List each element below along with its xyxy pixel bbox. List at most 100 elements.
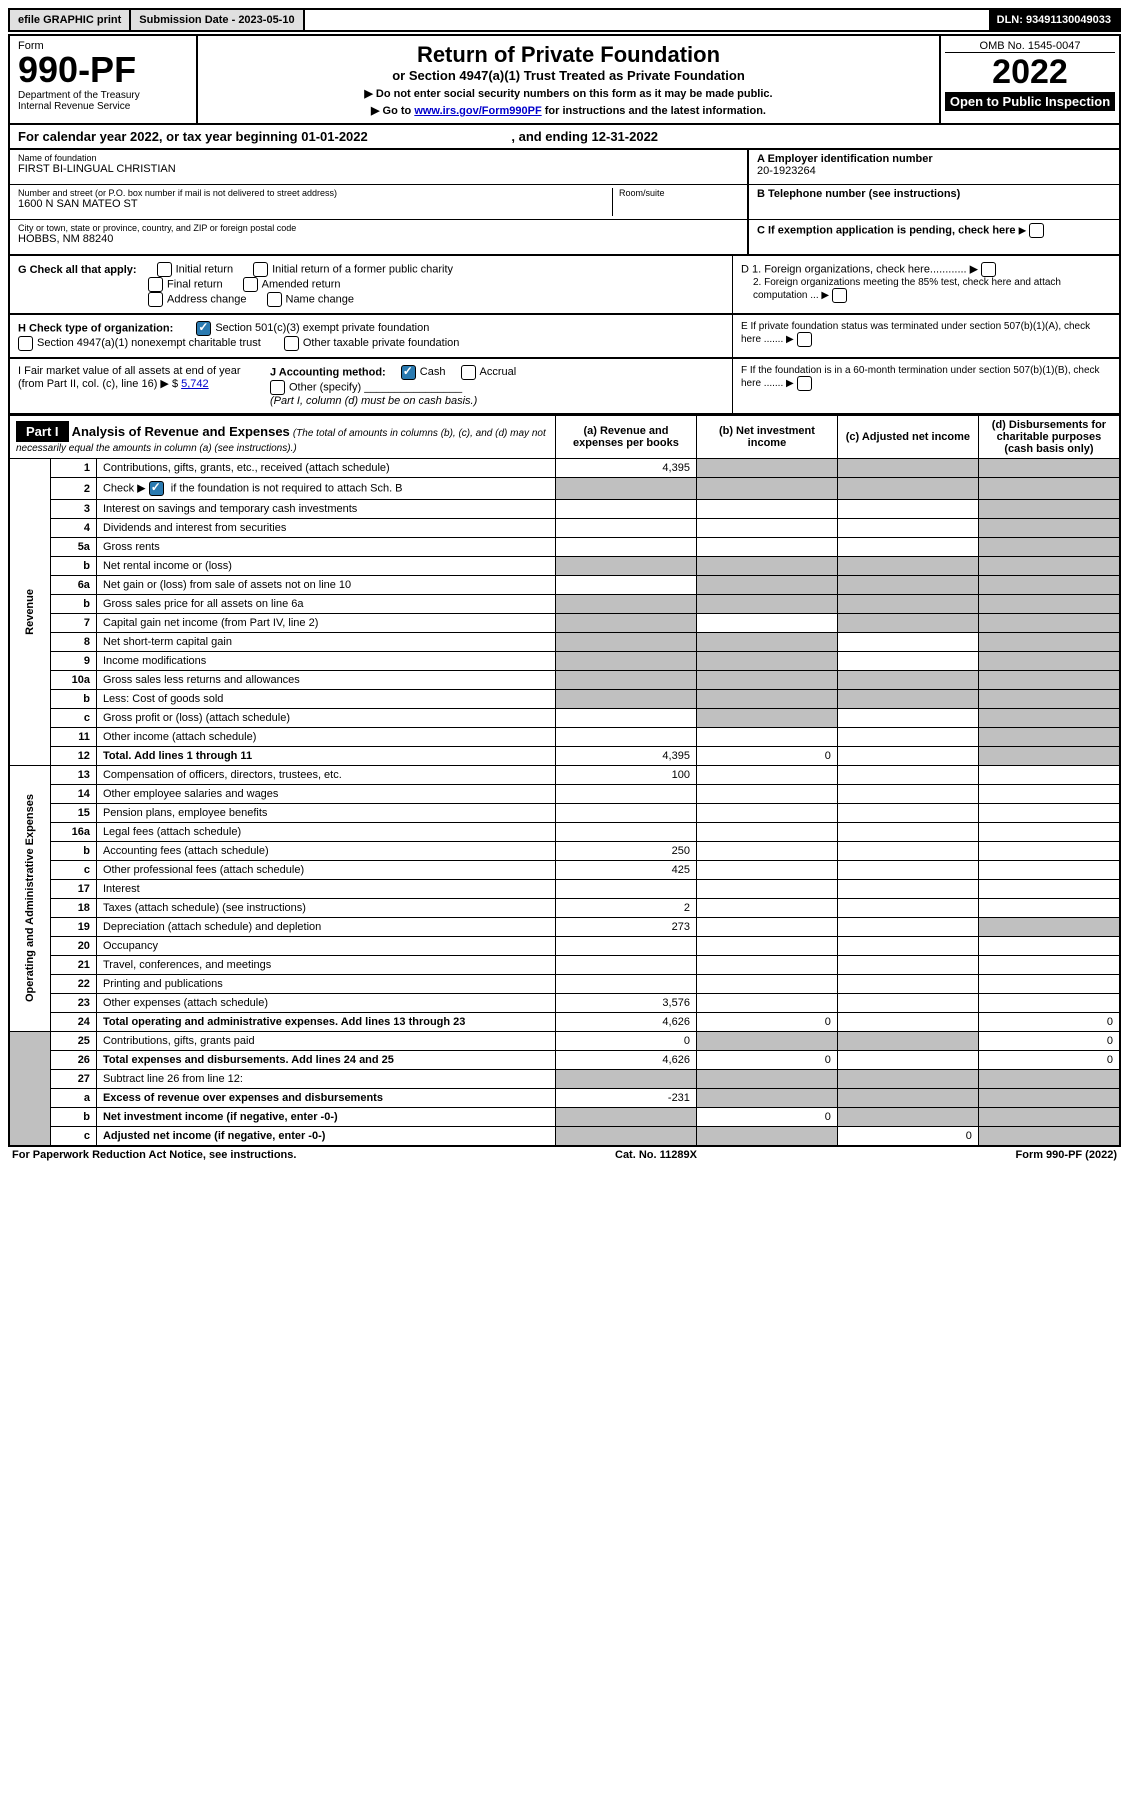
ein-value: 20-1923264	[757, 165, 1111, 177]
form-number: 990-PF	[18, 52, 188, 88]
r24d: Total operating and administrative expen…	[96, 1013, 555, 1032]
omb-number: OMB No. 1545-0047	[945, 40, 1115, 53]
cb-d2[interactable]	[832, 288, 847, 303]
dept-treasury: Department of the Treasury	[18, 90, 188, 101]
r14d: Other employee salaries and wages	[96, 785, 555, 804]
cb-d1[interactable]	[981, 262, 996, 277]
r25d: Contributions, gifts, grants paid	[96, 1032, 555, 1051]
d1-label: D 1. Foreign organizations, check here..…	[741, 263, 967, 275]
cal-prefix: For calendar year 2022, or tax year begi…	[18, 129, 301, 144]
lbl-address: Address change	[167, 293, 247, 305]
r24dcol: 0	[978, 1013, 1120, 1032]
exempt-checkbox[interactable]	[1029, 223, 1044, 238]
cb-address[interactable]	[148, 292, 163, 307]
r25dcol: 0	[978, 1032, 1120, 1051]
room-label: Room/suite	[619, 188, 739, 198]
r24n: 24	[51, 1013, 97, 1032]
r12b: 0	[696, 747, 837, 766]
instr2-prefix: ▶ Go to	[371, 105, 414, 117]
top-bar: efile GRAPHIC print Submission Date - 20…	[8, 8, 1121, 32]
tax-year: 2022	[945, 53, 1115, 92]
r3d: Interest on savings and temporary cash i…	[96, 500, 555, 519]
r12a: 4,395	[555, 747, 696, 766]
r11d: Other income (attach schedule)	[96, 728, 555, 747]
fmv-link[interactable]: 5,742	[181, 378, 209, 390]
r10cn: c	[51, 709, 97, 728]
open-inspection: Open to Public Inspection	[945, 92, 1115, 111]
phone-label: B Telephone number (see instructions)	[757, 188, 1111, 200]
ein-label: A Employer identification number	[757, 153, 1111, 165]
r10bn: b	[51, 690, 97, 709]
r10ad: Gross sales less returns and allowances	[96, 671, 555, 690]
irs-link[interactable]: www.irs.gov/Form990PF	[414, 105, 541, 117]
identity-grid: Name of foundation FIRST BI-LINGUAL CHRI…	[8, 150, 1121, 256]
r27n: 27	[51, 1070, 97, 1089]
cb-accrual[interactable]	[461, 365, 476, 380]
efile-print-button[interactable]: efile GRAPHIC print	[10, 10, 131, 30]
r9n: 9	[51, 652, 97, 671]
cb-other-tax[interactable]	[284, 336, 299, 351]
r11n: 11	[51, 728, 97, 747]
r17n: 17	[51, 880, 97, 899]
r18a: 2	[555, 899, 696, 918]
r5ad: Gross rents	[96, 538, 555, 557]
r17d: Interest	[96, 880, 555, 899]
footer-right: Form 990-PF (2022)	[1016, 1149, 1117, 1161]
col-a-header: (a) Revenue and expenses per books	[555, 416, 696, 459]
col-b-header: (b) Net investment income	[696, 416, 837, 459]
r27cn: c	[51, 1127, 97, 1147]
r14n: 14	[51, 785, 97, 804]
row1-a: 4,395	[555, 459, 696, 478]
cb-final[interactable]	[148, 277, 163, 292]
r13d: Compensation of officers, directors, tru…	[96, 766, 555, 785]
cb-initial-former[interactable]	[253, 262, 268, 277]
r16ba: 250	[555, 842, 696, 861]
cb-amended[interactable]	[243, 277, 258, 292]
cb-f[interactable]	[797, 376, 812, 391]
r16ad: Legal fees (attach schedule)	[96, 823, 555, 842]
part1-table: Part I Analysis of Revenue and Expenses …	[8, 415, 1121, 1147]
r6an: 6a	[51, 576, 97, 595]
cb-4947[interactable]	[18, 336, 33, 351]
r18n: 18	[51, 899, 97, 918]
row2-suffix: if the foundation is not required to att…	[171, 482, 403, 494]
row2-num: 2	[51, 478, 97, 500]
r27an: a	[51, 1089, 97, 1108]
row2-prefix: Check ▶	[103, 482, 146, 494]
r23a: 3,576	[555, 994, 696, 1013]
r3n: 3	[51, 500, 97, 519]
cb-initial[interactable]	[157, 262, 172, 277]
r8n: 8	[51, 633, 97, 652]
cb-namechange[interactable]	[267, 292, 282, 307]
r25n: 25	[51, 1032, 97, 1051]
cal-mid: , and ending	[511, 129, 591, 144]
expenses-label: Operating and Administrative Expenses	[24, 794, 36, 1002]
r16cn: c	[51, 861, 97, 880]
j-label: J Accounting method:	[270, 366, 386, 378]
lbl-501c3: Section 501(c)(3) exempt private foundat…	[215, 322, 429, 334]
cb-501c3[interactable]	[196, 321, 211, 336]
r16cd: Other professional fees (attach schedule…	[96, 861, 555, 880]
r26d: Total expenses and disbursements. Add li…	[96, 1051, 555, 1070]
cb-cash[interactable]	[401, 365, 416, 380]
r4d: Dividends and interest from securities	[96, 519, 555, 538]
cb-e[interactable]	[797, 332, 812, 347]
cb-other-method[interactable]	[270, 380, 285, 395]
r27d: Subtract line 26 from line 12:	[96, 1070, 555, 1089]
r16bd: Accounting fees (attach schedule)	[96, 842, 555, 861]
col-c-header: (c) Adjusted net income	[837, 416, 978, 459]
foundation-name: FIRST BI-LINGUAL CHRISTIAN	[18, 163, 739, 175]
part1-title: Analysis of Revenue and Expenses	[72, 424, 290, 439]
name-label: Name of foundation	[18, 153, 739, 163]
exempt-label: C If exemption application is pending, c…	[757, 224, 1016, 236]
lbl-accrual: Accrual	[480, 366, 517, 378]
instr2-suffix: for instructions and the latest informat…	[545, 105, 766, 117]
r5bd: Net rental income or (loss)	[96, 557, 555, 576]
r16bn: b	[51, 842, 97, 861]
cb-sch-b[interactable]	[149, 481, 164, 496]
r21n: 21	[51, 956, 97, 975]
r10cd: Gross profit or (loss) (attach schedule)	[96, 709, 555, 728]
r9d: Income modifications	[96, 652, 555, 671]
r27cd: Adjusted net income (if negative, enter …	[96, 1127, 555, 1147]
form-subtitle: or Section 4947(a)(1) Trust Treated as P…	[210, 68, 927, 83]
